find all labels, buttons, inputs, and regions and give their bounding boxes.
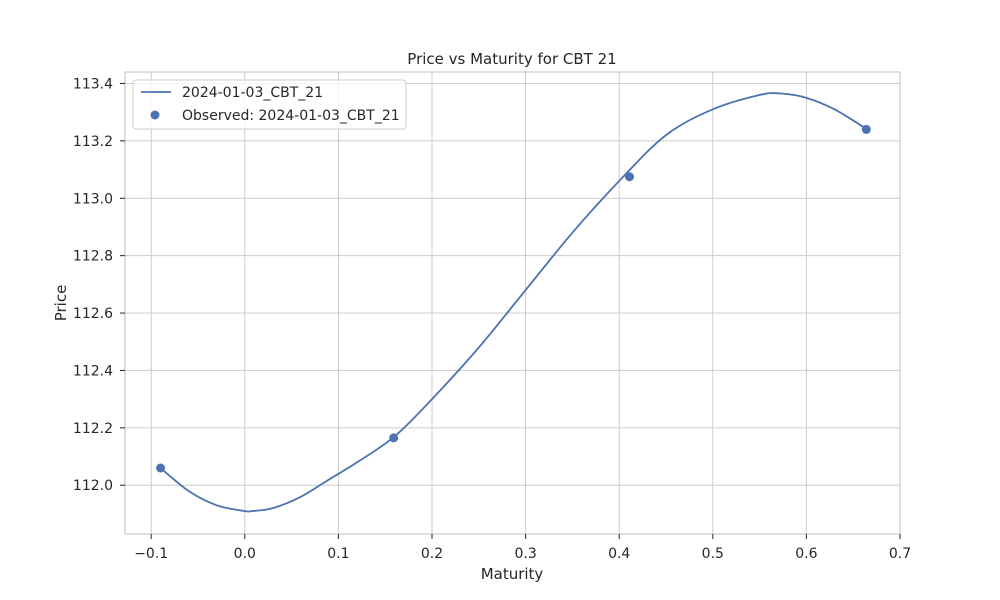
series-line (159, 92, 868, 513)
y-axis-label: Price (52, 285, 70, 322)
y-tick-label: 112.6 (73, 306, 113, 322)
y-tick-label: 113.2 (73, 134, 113, 150)
x-tick-label: 0.1 (327, 546, 349, 562)
x-axis-ticks: −0.1 0.0 0.1 0.2 0.3 0.4 0.5 0.6 0.7 (134, 534, 911, 562)
chart-title: Price vs Maturity for CBT 21 (407, 50, 616, 68)
y-tick-label: 113.4 (73, 76, 113, 92)
plot-frame (124, 71, 901, 535)
legend-entry-scatter: Observed: 2024-01-03_CBT_21 (182, 108, 400, 124)
x-tick-label: 0.7 (889, 546, 911, 562)
observed-point (861, 124, 871, 134)
legend-marker-swatch (150, 110, 160, 120)
y-tick-label: 113.0 (73, 191, 113, 207)
x-tick-label: 0.0 (234, 546, 256, 562)
y-tick-label: 112.4 (73, 363, 113, 379)
x-tick-label: 0.3 (514, 546, 536, 562)
y-tick-label: 112.0 (73, 478, 113, 494)
observed-point (389, 433, 399, 443)
x-tick-label: 0.4 (608, 546, 630, 562)
x-tick-label: 0.6 (795, 546, 817, 562)
legend-entry-line: 2024-01-03_CBT_21 (182, 85, 323, 101)
legend: 2024-01-03_CBT_21 Observed: 2024-01-03_C… (132, 79, 407, 130)
y-axis-ticks: 112.0 112.2 112.4 112.6 112.8 113.0 113.2 113.4 (73, 76, 125, 494)
legend-box (132, 79, 407, 130)
y-tick-label: 112.8 (73, 249, 113, 265)
x-tick-label: 0.5 (702, 546, 724, 562)
grid-lines (125, 72, 901, 534)
observed-point (624, 172, 634, 182)
x-tick-label: 0.2 (421, 546, 443, 562)
observed-point (156, 463, 166, 473)
y-tick-label: 112.2 (73, 421, 113, 437)
series-layer (156, 92, 871, 513)
x-tick-label: −0.1 (134, 546, 168, 562)
x-axis-label: Maturity (481, 565, 544, 583)
